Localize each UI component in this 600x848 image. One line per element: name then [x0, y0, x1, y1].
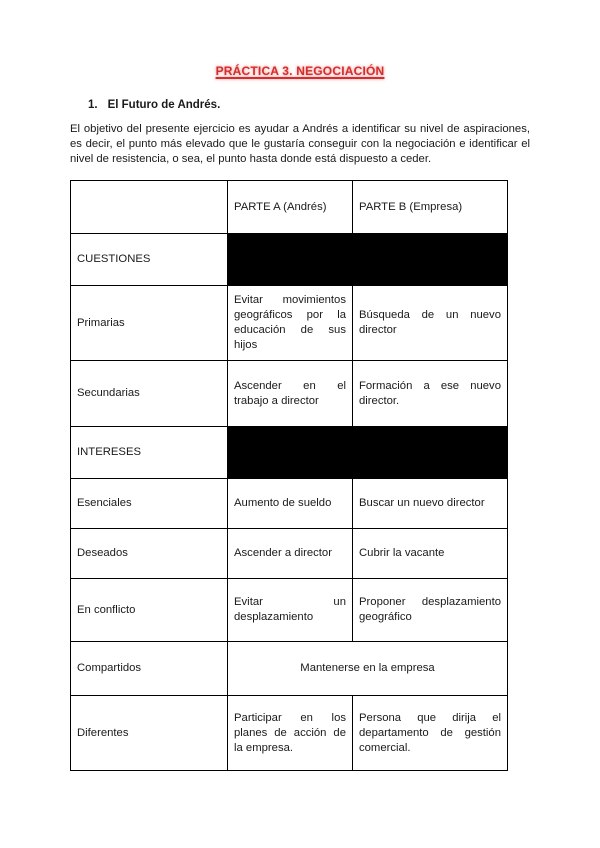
cell-secundarias-parte-b: Formación a ese nuevo director. — [352, 360, 508, 428]
cell-primarias-parte-b: Búsqueda de un nuevo director — [352, 285, 508, 362]
page-title-text: PRÁCTICA 3. NEGOCIACIÓN — [215, 64, 385, 78]
cell-esenciales-parte-a: Aumento de sueldo — [227, 478, 353, 530]
table-row-cuestiones: CUESTIONES — [70, 233, 508, 287]
negotiation-table: PARTE A (Andrés) PARTE B (Empresa) CUEST… — [70, 180, 508, 772]
row-label-compartidos: Compartidos — [70, 641, 228, 697]
table-row-en-conflicto: En conflicto Evitar un desplazamiento Pr… — [70, 578, 508, 643]
table-row-esenciales: Esenciales Aumento de sueldo Buscar un n… — [70, 478, 508, 530]
table-row-secundarias: Secundarias Ascender en el trabajo a dir… — [70, 360, 508, 428]
cell-secundarias-parte-a: Ascender en el trabajo a director — [227, 360, 353, 428]
cell-esenciales-parte-b: Buscar un nuevo director — [352, 478, 508, 530]
cell-compartidos-merged: Mantenerse en la empresa — [227, 641, 508, 697]
black-filled-cell — [227, 233, 508, 287]
header-empty-cell — [70, 180, 228, 235]
cell-primarias-parte-a: Evitar movimientos geográficos por la ed… — [227, 285, 353, 362]
cell-deseados-parte-a: Ascender a director — [227, 528, 353, 580]
section-heading-text: El Futuro de Andrés. — [107, 99, 221, 111]
row-label-deseados: Deseados — [70, 528, 228, 580]
row-label-intereses: INTERESES — [70, 426, 228, 480]
cell-en-conflicto-parte-b: Proponer desplazamiento geográfico — [352, 578, 508, 643]
table-row-diferentes: Diferentes Participar en los planes de a… — [70, 695, 508, 772]
intro-paragraph: El objetivo del presente ejercicio es ay… — [70, 123, 530, 166]
row-label-cuestiones: CUESTIONES — [70, 233, 228, 287]
page-title: PRÁCTICA 3. NEGOCIACIÓN — [70, 64, 530, 78]
row-label-diferentes: Diferentes — [70, 695, 228, 772]
header-cell-parte-b: PARTE B (Empresa) — [352, 180, 508, 235]
cell-deseados-parte-b: Cubrir la vacante — [352, 528, 508, 580]
section-heading: 1. El Futuro de Andrés. — [70, 99, 530, 111]
table-row-intereses: INTERESES — [70, 426, 508, 480]
table-row-primarias: Primarias Evitar movimientos geográficos… — [70, 285, 508, 362]
cell-diferentes-parte-b: Persona que dirija el departamento de ge… — [352, 695, 508, 772]
row-label-primarias: Primarias — [70, 285, 228, 362]
black-filled-cell — [227, 426, 508, 480]
table-row-header: PARTE A (Andrés) PARTE B (Empresa) — [70, 180, 508, 235]
row-label-esenciales: Esenciales — [70, 478, 228, 530]
row-label-secundarias: Secundarias — [70, 360, 228, 428]
cell-diferentes-parte-a: Participar en los planes de acción de la… — [227, 695, 353, 772]
cell-en-conflicto-parte-a: Evitar un desplazamiento — [227, 578, 353, 643]
table-row-deseados: Deseados Ascender a director Cubrir la v… — [70, 528, 508, 580]
row-label-en-conflicto: En conflicto — [70, 578, 228, 643]
header-cell-parte-a: PARTE A (Andrés) — [227, 180, 353, 235]
section-number: 1. — [88, 99, 98, 111]
table-row-compartidos: Compartidos Mantenerse en la empresa — [70, 641, 508, 697]
